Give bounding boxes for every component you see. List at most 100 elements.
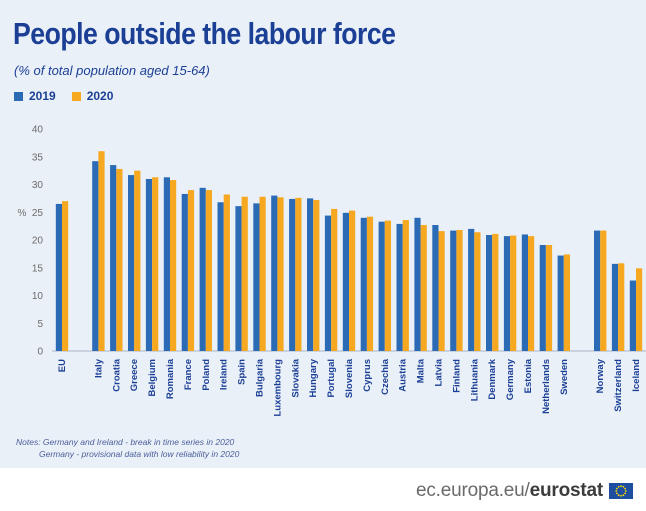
y-tick-label: 10: [32, 291, 44, 302]
y-tick-label: 20: [32, 236, 44, 247]
bar-portugal-2019: [324, 215, 332, 351]
bar-bulgaria-2019: [253, 203, 260, 351]
footer-link[interactable]: ec.europa.eu/eurostat: [416, 480, 603, 502]
bar-luxembourg-2019: [271, 195, 278, 351]
bar-lithuania-2020: [474, 232, 481, 351]
bar-spain-2019: [235, 206, 242, 351]
legend-label-2020: 2020: [86, 89, 114, 103]
chart-title: People outside the labour force: [13, 16, 396, 51]
x-tick-label-netherlands: Netherlands: [541, 359, 552, 414]
legend-swatch-2020: [71, 91, 81, 101]
bar-hungary-2019: [307, 198, 314, 351]
bar-czechia-2019: [378, 221, 385, 351]
bar-finland-2020: [456, 230, 463, 351]
bar-cyprus-2020: [366, 216, 374, 351]
bar-lithuania-2019: [468, 228, 475, 351]
bar-germany-2019: [503, 236, 511, 351]
bar-sweden-2019: [557, 255, 564, 351]
footer: ec.europa.eu/eurostat: [416, 480, 633, 502]
bar-slovenia-2019: [342, 212, 349, 351]
chart-panel: [0, 0, 646, 468]
x-tick-label-poland: Poland: [201, 359, 212, 391]
bar-malta-2020: [420, 225, 427, 351]
bar-estonia-2020: [528, 236, 535, 351]
y-tick-label: 25: [32, 208, 44, 219]
bar-romania-2019: [163, 177, 170, 351]
bar-slovenia-2020: [349, 210, 356, 351]
x-tick-label-estonia: Estonia: [523, 358, 534, 393]
bar-latvia-2019: [432, 225, 439, 351]
note-line-2: Germany - provisional data with low reli…: [39, 449, 240, 459]
bar-austria-2019: [396, 223, 403, 351]
x-tick-label-italy: Italy: [93, 358, 104, 378]
footer-url-prefix: ec.europa.eu/: [416, 480, 530, 501]
x-tick-label-france: France: [183, 359, 194, 390]
bar-switzerland-2019: [611, 263, 619, 351]
bar-netherlands-2020: [545, 244, 553, 351]
bar-denmark-2019: [486, 235, 493, 351]
bar-luxembourg-2020: [277, 197, 284, 351]
y-tick-label: 5: [37, 319, 43, 330]
legend-swatch-2019: [14, 91, 23, 101]
bar-eu-2019: [55, 203, 62, 351]
bar-croatia-2020: [116, 168, 123, 351]
bar-malta-2019: [414, 217, 421, 351]
bar-norway-2019: [594, 230, 601, 351]
bar-france-2019: [181, 193, 188, 351]
x-tick-label-austria: Austria: [398, 358, 409, 391]
y-tick-label: 0: [37, 347, 43, 358]
bar-portugal-2020: [331, 208, 338, 351]
x-tick-label-switzerland: Switzerland: [613, 359, 624, 412]
bar-norway-2020: [600, 230, 607, 351]
x-tick-label-ireland: Ireland: [219, 359, 230, 390]
footer-brand: eurostat: [529, 480, 604, 501]
chart-notes: Notes: Germany and Ireland - break in ti…: [16, 436, 239, 460]
bar-hungary-2020: [313, 200, 320, 351]
note-line-1: Notes: Germany and Ireland - break in ti…: [16, 437, 235, 447]
bar-belgium-2020: [152, 177, 159, 351]
bar-romania-2020: [170, 180, 177, 351]
x-tick-label-portugal: Portugal: [326, 359, 337, 398]
chart-subtitle: (% of total population aged 15-64): [14, 63, 210, 78]
legend-item-2020: 2020: [71, 89, 114, 103]
x-tick-label-eu: EU: [57, 359, 68, 372]
bar-ireland-2020: [223, 194, 230, 351]
x-tick-label-slovenia: Slovenia: [344, 358, 355, 398]
y-tick-label: 15: [32, 263, 44, 274]
x-tick-label-croatia: Croatia: [111, 358, 122, 391]
bar-iceland-2019: [629, 280, 636, 351]
x-tick-label-norway: Norway: [595, 358, 606, 393]
bar-poland-2020: [205, 190, 212, 351]
x-tick-label-belgium: Belgium: [147, 359, 158, 396]
bar-estonia-2019: [521, 234, 528, 351]
x-tick-label-greece: Greece: [129, 359, 140, 391]
x-tick-label-romania: Romania: [165, 358, 176, 399]
legend-label-2019: 2019: [29, 89, 56, 103]
y-tick-label: 40: [32, 125, 44, 136]
bar-france-2020: [187, 190, 195, 351]
bar-slovakia-2020: [295, 197, 302, 351]
x-tick-label-spain: Spain: [237, 359, 248, 385]
bar-spain-2020: [241, 196, 248, 351]
bar-bulgaria-2020: [259, 196, 266, 351]
x-tick-label-czechia: Czechia: [380, 358, 391, 395]
bar-czechia-2020: [384, 220, 391, 351]
x-tick-label-luxembourg: Luxembourg: [272, 359, 283, 417]
x-tick-label-hungary: Hungary: [308, 358, 319, 397]
x-tick-label-lithuania: Lithuania: [469, 358, 480, 401]
bar-germany-2020: [510, 235, 517, 351]
x-tick-label-germany: Germany: [505, 358, 516, 400]
bar-switzerland-2020: [618, 263, 625, 351]
bar-cyprus-2019: [360, 217, 367, 351]
bar-greece-2019: [128, 175, 135, 351]
bar-italy-2019: [92, 161, 99, 351]
bar-sweden-2020: [563, 254, 570, 351]
bar-latvia-2020: [438, 231, 445, 351]
x-tick-label-sweden: Sweden: [559, 359, 570, 395]
y-tick-label: 35: [32, 152, 44, 163]
bar-belgium-2019: [145, 178, 153, 351]
x-tick-label-malta: Malta: [416, 358, 427, 383]
bar-eu-2020: [62, 201, 69, 351]
x-tick-label-latvia: Latvia: [434, 358, 445, 386]
bar-austria-2020: [402, 220, 409, 351]
